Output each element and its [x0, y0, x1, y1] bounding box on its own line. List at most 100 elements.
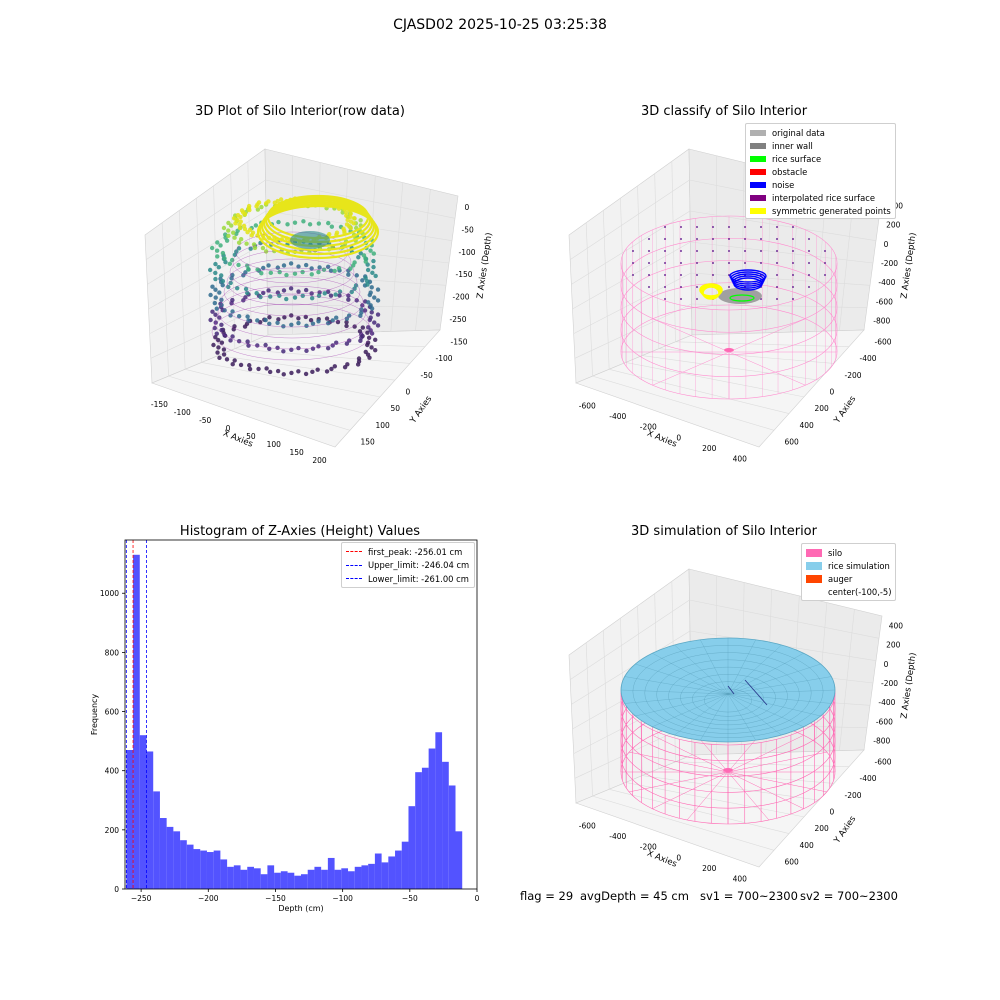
floor-pane — [575, 749, 865, 868]
y-tick-label: 100 — [376, 421, 391, 430]
y-tick-label: 150 — [361, 438, 376, 447]
data-point — [365, 262, 370, 267]
data-point — [242, 212, 247, 218]
histogram-bar — [146, 751, 154, 889]
interpolated-point — [728, 226, 730, 228]
data-point — [346, 268, 351, 273]
interpolated-point — [808, 238, 810, 240]
data-point — [223, 232, 228, 237]
interpolated-point — [648, 250, 650, 252]
y-tick-label: 50 — [391, 404, 401, 413]
data-point — [247, 318, 253, 324]
data-point — [360, 230, 365, 236]
data-point — [330, 244, 335, 249]
data-point — [354, 273, 359, 278]
interpolated-point — [744, 250, 746, 252]
data-point — [258, 240, 263, 246]
data-point — [327, 319, 332, 325]
data-point — [236, 246, 242, 251]
histogram-bar — [395, 850, 402, 889]
data-point — [326, 241, 332, 246]
histogram-bar — [247, 866, 254, 889]
data-point — [338, 203, 344, 209]
data-point — [267, 315, 272, 320]
data-point — [321, 267, 327, 272]
figure-title: CJASD02 2025-10-25 03:25:38 — [393, 17, 607, 33]
data-point — [214, 306, 219, 311]
data-point — [224, 357, 230, 362]
data-point — [343, 210, 349, 215]
silo-floor-spoke — [727, 723, 770, 773]
data-point — [221, 253, 226, 258]
data-point — [255, 343, 260, 348]
x-tick-label: 50 — [246, 432, 256, 441]
data-point — [212, 325, 217, 331]
legend-swatch — [806, 574, 822, 583]
grid-line — [146, 179, 266, 260]
data-point — [276, 219, 281, 225]
y-tick-label: 200 — [815, 824, 830, 833]
data-point — [230, 334, 235, 339]
data-point — [325, 321, 331, 326]
data-point — [277, 269, 282, 275]
histogram-bar — [166, 826, 174, 889]
histogram-bar — [200, 850, 207, 889]
grid-line — [675, 761, 850, 768]
data-point — [363, 259, 368, 264]
rice-mesh-spoke — [700, 693, 729, 741]
data-point — [297, 239, 302, 244]
data-point — [242, 212, 248, 217]
histogram-bar — [368, 863, 375, 889]
data-point — [367, 355, 372, 360]
data-point — [314, 236, 319, 241]
histogram-bar — [408, 806, 416, 889]
floor-center — [724, 348, 734, 352]
data-point — [323, 235, 329, 241]
data-point — [330, 343, 335, 348]
data-point — [369, 243, 374, 248]
legend-swatch — [750, 168, 766, 175]
grid-line — [390, 182, 404, 332]
legend-label: symmetric generated points — [772, 205, 891, 216]
data-point — [246, 205, 252, 211]
grid-line — [620, 618, 627, 783]
interpolated-point — [712, 286, 714, 288]
interpolated-point — [664, 262, 666, 264]
grid-line — [690, 241, 874, 264]
data-point — [213, 335, 218, 340]
y-tick-label: -150 — [451, 337, 468, 346]
data-point — [309, 295, 315, 301]
top-surface-ring — [256, 204, 380, 260]
data-point — [231, 230, 236, 235]
grid-line — [658, 768, 835, 784]
rice-mesh-spoke — [620, 689, 729, 695]
data-point — [238, 219, 243, 224]
interpolated-point — [680, 262, 682, 264]
x-tick-label: -600 — [579, 401, 596, 410]
data-point — [315, 367, 320, 372]
data-point — [213, 312, 218, 317]
data-point — [354, 225, 359, 231]
legend-item: auger — [806, 572, 895, 585]
data-point — [246, 343, 251, 348]
data-point — [369, 310, 374, 315]
data-point — [304, 348, 309, 354]
legend-item: first_peak: -256.01 cm — [346, 545, 474, 559]
data-point — [340, 210, 345, 215]
silo-floor-spoke — [727, 771, 827, 793]
data-point — [328, 268, 334, 273]
histogram-bar — [233, 865, 241, 889]
data-point — [226, 233, 231, 239]
y-tick-label: -50 — [421, 371, 433, 380]
data-point — [243, 209, 249, 215]
y-tick-label: -200 — [845, 791, 862, 800]
silo-floor-spoke — [652, 351, 730, 386]
grid-line — [574, 723, 692, 779]
grid-line — [642, 355, 820, 381]
data-point — [272, 248, 277, 254]
data-point — [237, 225, 243, 231]
histogram-bar — [341, 868, 349, 889]
legend-swatch — [750, 129, 766, 136]
data-point — [289, 370, 294, 376]
data-point — [358, 218, 363, 223]
